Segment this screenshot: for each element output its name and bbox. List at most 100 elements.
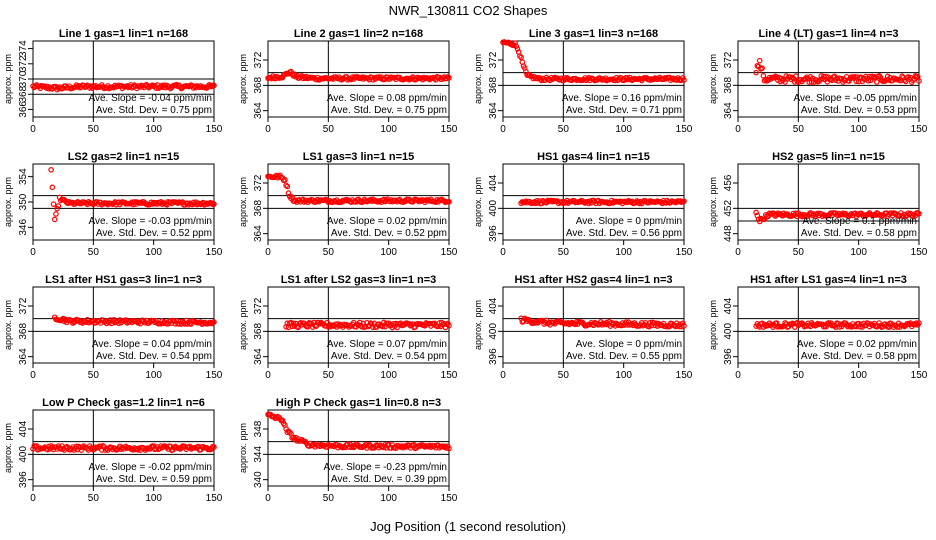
figure-title: NWR_130811 CO2 Shapes (389, 3, 548, 18)
y-tick-label: 396 (723, 348, 734, 365)
data-point (842, 77, 849, 83)
y-tick-label: 368 (253, 77, 264, 94)
data-point (756, 324, 763, 330)
x-tick-label: 50 (793, 124, 805, 135)
y-axis-label: approx. ppm (3, 177, 13, 227)
data-point (681, 198, 687, 204)
data-points (265, 172, 452, 206)
y-tick-label: 396 (488, 225, 499, 242)
y-tick-label: 452 (723, 200, 734, 217)
x-tick-label: 50 (88, 247, 100, 258)
panel-title: HS1 after LS1 gas=4 lin=1 n=3 (750, 274, 907, 286)
stddev-annotation: Ave. Std. Dev. = 0.54 ppm (96, 351, 212, 362)
y-tick-label: 400 (723, 323, 734, 340)
data-point (100, 443, 106, 449)
slope-annotation: Ave. Slope = -0.02 ppm/min (89, 462, 213, 473)
y-tick-label: 366 (18, 101, 29, 118)
data-point (878, 213, 885, 219)
y-tick-label: 368 (18, 85, 29, 102)
data-point (175, 200, 181, 206)
y-axis-label: approx. ppm (473, 54, 483, 104)
data-point (677, 198, 684, 204)
x-tick-label: 150 (206, 370, 223, 381)
data-point (112, 199, 118, 205)
x-tick-label: 50 (88, 370, 100, 381)
slope-annotation: Ave. Slope = -0.05 ppm/min (794, 93, 918, 104)
x-tick-label: 150 (441, 370, 458, 381)
y-tick-label: 340 (253, 471, 264, 488)
stddev-annotation: Ave. Std. Dev. = 0.58 ppm (801, 351, 917, 362)
x-tick-label: 50 (88, 493, 100, 504)
panel-title: HS1 after HS2 gas=4 lin=1 n=3 (514, 274, 672, 286)
x-tick-label: 50 (558, 370, 570, 381)
y-axis-label: approx. ppm (238, 300, 248, 350)
panel-2: Line 2 gas=1 lin=2 n=168 0 50 100 150 364 368 3… (238, 28, 458, 135)
slope-annotation: Ave. Slope = 0.1 ppm/min (802, 216, 917, 227)
data-point (916, 320, 922, 326)
x-tick-label: 100 (145, 124, 162, 135)
data-point (285, 190, 292, 196)
y-tick-label: 368 (253, 323, 264, 340)
data-point (50, 201, 57, 207)
panel-title: LS1 gas=3 lin=1 n=15 (303, 151, 415, 163)
data-point (518, 54, 524, 61)
panel-13: Low P Check gas=1.2 lin=1 n=6 0 50 100 150 39… (3, 397, 223, 504)
y-tick-label: 364 (488, 102, 499, 119)
x-tick-label: 100 (615, 124, 632, 135)
data-point (54, 205, 60, 212)
x-tick-label: 50 (323, 493, 335, 504)
x-tick-label: 100 (850, 247, 867, 258)
data-point (211, 444, 217, 450)
data-point (823, 323, 829, 330)
y-tick-label: 372 (18, 297, 29, 314)
data-points (518, 315, 687, 330)
data-point (791, 79, 798, 85)
x-tick-label: 150 (441, 247, 458, 258)
y-axis-label: approx. ppm (238, 54, 248, 104)
data-point (512, 40, 518, 46)
data-point (171, 318, 177, 324)
x-tick-label: 100 (615, 370, 632, 381)
panel-11: HS1 after HS2 gas=4 lin=1 n=3 0 50 100 150 39… (473, 274, 693, 381)
x-tick-label: 50 (323, 370, 335, 381)
x-tick-label: 150 (911, 124, 928, 135)
y-axis-label: approx. ppm (708, 300, 718, 350)
data-point (916, 210, 922, 217)
x-tick-label: 50 (558, 124, 570, 135)
stddev-annotation: Ave. Std. Dev. = 0.55 ppm (566, 351, 682, 362)
data-point (681, 323, 687, 329)
data-points (518, 197, 687, 207)
y-tick-label: 372 (18, 55, 29, 72)
data-point (115, 320, 122, 327)
y-axis-label: approx. ppm (473, 177, 483, 227)
panel-5: LS2 gas=2 lin=1 n=15 0 50 100 150 346 350 354 ap… (3, 151, 223, 258)
y-tick-label: 404 (18, 420, 29, 437)
data-point (908, 212, 915, 219)
y-axis-label: approx. ppm (708, 54, 718, 104)
y-tick-label: 372 (488, 51, 499, 68)
x-tick-label: 100 (850, 370, 867, 381)
stddev-annotation: Ave. Std. Dev. = 0.53 ppm (801, 105, 917, 116)
x-tick-label: 150 (441, 493, 458, 504)
y-axis-label: approx. ppm (3, 54, 13, 104)
data-point (53, 211, 59, 217)
panel-4: Line 4 (LT) gas=1 lin=4 n=3 0 50 100 150 364 3… (708, 28, 928, 135)
data-point (829, 77, 835, 84)
data-point (760, 73, 767, 79)
data-points (500, 39, 687, 84)
y-axis-label: approx. ppm (3, 423, 13, 473)
x-tick-label: 0 (735, 124, 741, 135)
x-tick-label: 150 (441, 124, 458, 135)
x-tick-label: 100 (380, 493, 397, 504)
y-axis-label: approx. ppm (238, 423, 248, 473)
x-tick-label: 100 (380, 370, 397, 381)
y-tick-label: 364 (18, 348, 29, 365)
data-point (283, 182, 289, 189)
x-tick-label: 0 (735, 370, 741, 381)
slope-annotation: Ave. Slope = -0.04 ppm/min (89, 93, 213, 104)
data-point (284, 183, 291, 190)
x-tick-label: 150 (676, 370, 693, 381)
x-tick-label: 0 (265, 247, 271, 258)
y-tick-label: 370 (18, 70, 29, 87)
